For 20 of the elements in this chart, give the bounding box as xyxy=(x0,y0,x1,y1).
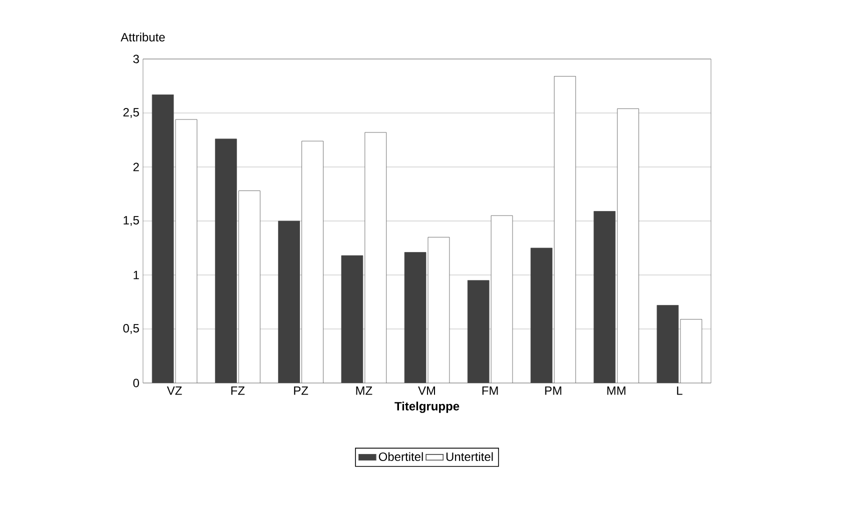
x-axis-title: Titelgruppe xyxy=(394,402,460,413)
x-tick-label: MM xyxy=(607,386,626,395)
legend-label: Obertitel xyxy=(378,452,423,461)
x-tick-label: MZ xyxy=(356,386,372,395)
x-tick-label: VM xyxy=(418,386,436,395)
y-tick-label: 0,5 xyxy=(123,324,139,334)
x-tick-label: VZ xyxy=(166,386,182,395)
y-tick-label: 2 xyxy=(133,162,139,172)
y-axis-title: Attribute xyxy=(120,32,165,42)
x-tick-label: L xyxy=(677,386,682,395)
x-tick-label: PM xyxy=(545,386,562,395)
x-tick-label: PZ xyxy=(294,386,308,395)
y-tick-label: 1,5 xyxy=(124,216,139,226)
x-tick-label: FM xyxy=(482,386,498,395)
y-tick-label: 1 xyxy=(134,270,139,280)
x-tick-label: FZ xyxy=(231,386,245,395)
y-tick-label: 0 xyxy=(133,378,140,388)
y-tick-label: 2,5 xyxy=(123,108,139,118)
legend-label: Untertitel xyxy=(446,452,493,461)
y-tick-label: 3 xyxy=(133,54,139,64)
